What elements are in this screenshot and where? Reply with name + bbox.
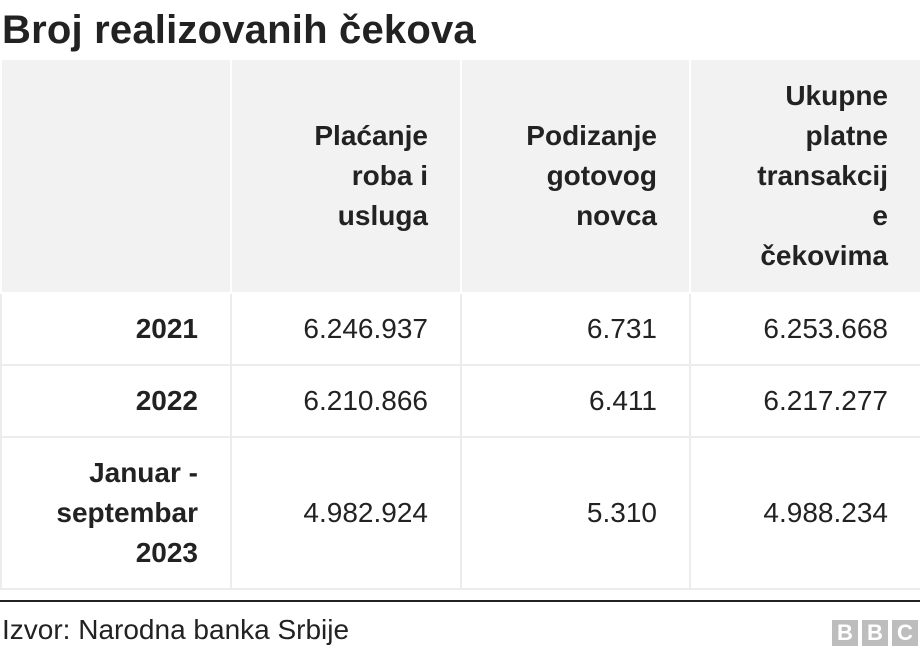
- source-note: Izvor: Narodna banka Srbije: [2, 614, 350, 645]
- cell-total: 4.988.234: [689, 436, 920, 590]
- footer-divider: [0, 600, 920, 602]
- header-cell-empty: [0, 58, 232, 294]
- row-label: 2021: [0, 292, 232, 366]
- table-row: 2022 6.210.866 6.411 6.217.277: [0, 364, 920, 438]
- table-header-row: Plaćanje roba i usluga Podizanje gotovog nov…: [0, 58, 920, 294]
- header-cell-withdrawals: Podizanje gotovog novca: [460, 58, 691, 294]
- data-table: Plaćanje roba i usluga Podizanje gotovog nov…: [0, 58, 920, 590]
- bbc-logo: B B C: [832, 620, 918, 646]
- cell-total: 6.217.277: [689, 364, 920, 438]
- cell-withdrawals: 6.731: [460, 292, 691, 366]
- bbc-logo-letter: B: [832, 620, 858, 646]
- cell-payments: 6.210.866: [230, 364, 462, 438]
- cell-withdrawals: 5.310: [460, 436, 691, 590]
- table-row: 2021 6.246.937 6.731 6.253.668: [0, 292, 920, 366]
- header-cell-payments: Plaćanje roba i usluga: [230, 58, 462, 294]
- chart-title: Broj realizovanih čekova: [2, 8, 476, 52]
- header-cell-total: Ukupne platne transakcij e čekovima: [689, 58, 920, 294]
- cell-withdrawals: 6.411: [460, 364, 691, 438]
- table-row: Januar - septembar 2023 4.982.924 5.310 4.…: [0, 436, 920, 590]
- bbc-logo-letter: C: [892, 620, 918, 646]
- cell-total: 6.253.668: [689, 292, 920, 366]
- row-label: 2022: [0, 364, 232, 438]
- bbc-logo-letter: B: [862, 620, 888, 646]
- cell-payments: 6.246.937: [230, 292, 462, 366]
- row-label: Januar - septembar 2023: [0, 436, 232, 590]
- cell-payments: 4.982.924: [230, 436, 462, 590]
